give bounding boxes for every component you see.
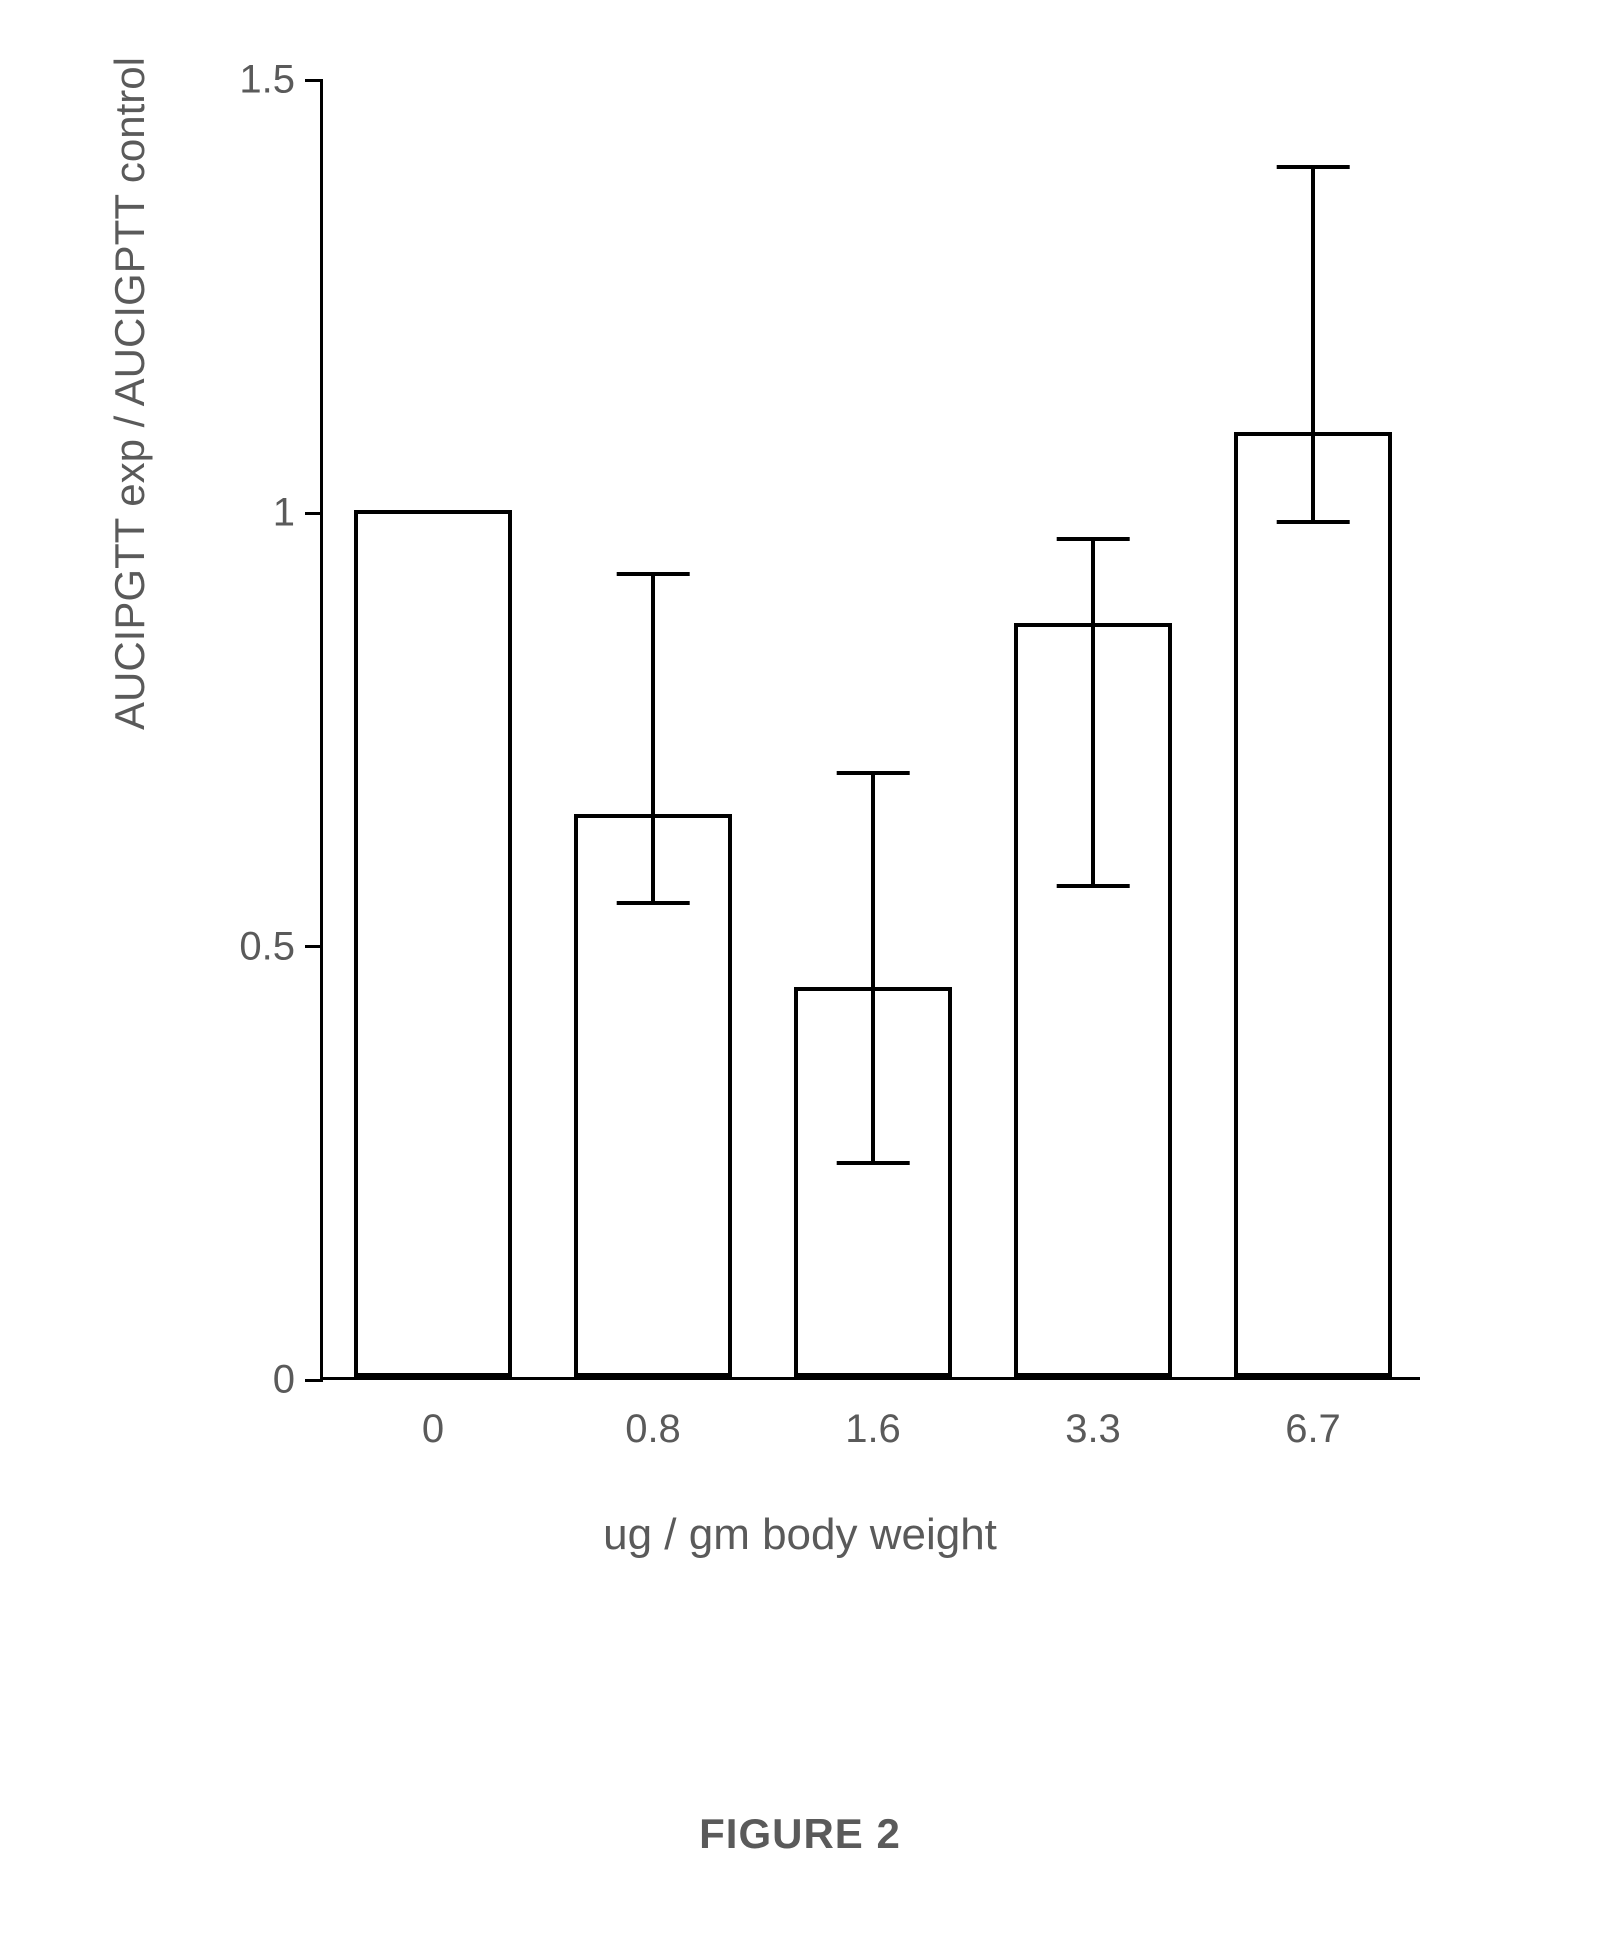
bar [1234,432,1392,1377]
error-bar [1091,539,1095,886]
error-cap-bottom [837,1161,910,1165]
error-bar [651,574,655,903]
error-cap-top [1057,537,1130,541]
error-cap-top [1277,165,1350,169]
y-tick-label: 0 [273,1358,323,1403]
plot-area: 00.511.500.81.63.36.7 [320,80,1420,1380]
bar [354,510,512,1377]
x-axis-label: ug / gm body weight [603,1510,997,1560]
error-cap-bottom [1057,884,1130,888]
chart-wrapper: AUCIPGTT exp / AUCIGPTT control 00.511.5… [100,40,1500,1640]
x-tick-label: 3.3 [1065,1377,1121,1452]
y-tick-label: 0.5 [239,924,323,969]
error-cap-top [837,771,910,775]
y-axis-label: AUCIPGTT exp / AUCIGPTT control [106,57,154,730]
x-tick-label: 6.7 [1285,1377,1341,1452]
y-tick-label: 1.5 [239,58,323,103]
error-cap-bottom [1277,520,1350,524]
figure-container: AUCIPGTT exp / AUCIGPTT control 00.511.5… [100,40,1500,1890]
error-bar [871,773,875,1163]
figure-caption: FIGURE 2 [699,1810,901,1858]
error-bar [1311,167,1315,522]
y-tick-label: 1 [273,491,323,536]
error-cap-bottom [617,901,690,905]
x-tick-label: 0.8 [625,1377,681,1452]
x-tick-label: 1.6 [845,1377,901,1452]
x-tick-label: 0 [422,1377,444,1452]
error-cap-top [617,572,690,576]
